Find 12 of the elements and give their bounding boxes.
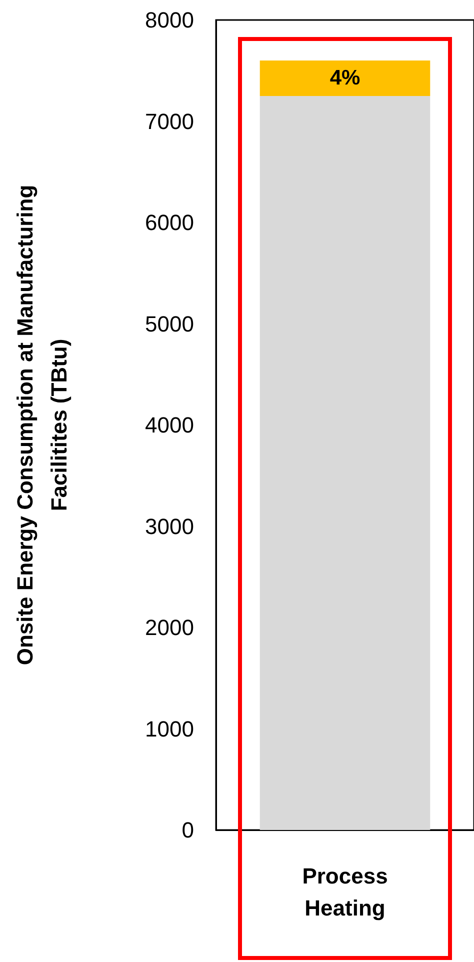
y-tick-label: 0 [182, 818, 194, 842]
x-tick-label: Process Heating [302, 864, 388, 920]
y-tick-label: 7000 [145, 108, 194, 134]
y-tick-label: 6000 [145, 210, 194, 235]
y-tick-label: 4000 [145, 412, 194, 438]
y-tick-label: 1000 [145, 716, 194, 742]
y-axis-title: Onsite Energy Consumption at Manufacturing Facilitites (TBtu) [12, 184, 72, 666]
y-tick-label: 8000 [145, 8, 194, 32]
y-tick-label: 3000 [145, 514, 194, 539]
y-tick-label: 5000 [145, 311, 194, 336]
y-tick-label: 2000 [145, 615, 194, 640]
annotation: 4% [330, 66, 360, 90]
